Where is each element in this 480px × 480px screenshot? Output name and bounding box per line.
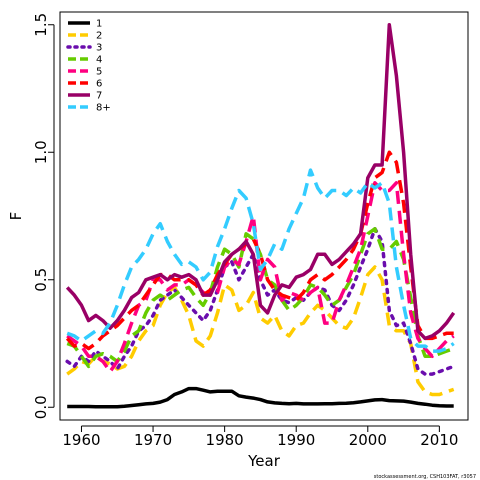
y-axis: 0.0 0.5 1.0 1.5: [32, 13, 55, 419]
y-tick-label: 0.0: [32, 395, 50, 419]
legend-label: 6: [96, 79, 102, 90]
x-tick-label: 1960: [62, 431, 100, 449]
y-tick-label: 0.5: [32, 268, 50, 292]
legend-label: 2: [96, 31, 102, 42]
legend-label: 3: [96, 43, 102, 54]
y-tick-label: 1.0: [32, 140, 50, 164]
y-axis-title: F: [7, 212, 25, 221]
x-axis: 1960 1970 1980 1990 2000 2010: [62, 425, 458, 449]
legend-label: 5: [96, 67, 102, 78]
x-tick-label: 1970: [134, 431, 172, 449]
x-tick-label: 1990: [277, 431, 315, 449]
legend-label: 7: [96, 91, 102, 102]
series-layer: [65, 23, 456, 409]
series-line-1: [67, 386, 454, 409]
series-line-7: [65, 23, 456, 341]
plot-frame: [59, 11, 469, 421]
credit-text: stockassessment.org, CSH103FAT, r3057: [374, 474, 476, 480]
series-line-4: [66, 227, 455, 369]
x-tick-label: 2010: [420, 431, 458, 449]
x-axis-title: Year: [247, 452, 281, 470]
series-line-8plus: [66, 168, 455, 353]
series-line-5: [66, 181, 455, 374]
series-line-2: [66, 265, 455, 397]
x-tick-label: 2000: [349, 431, 387, 449]
series-line-6: [65, 150, 454, 351]
legend-label: 4: [96, 55, 102, 66]
legend-label: 8+: [96, 103, 111, 114]
x-tick-label: 1980: [206, 431, 244, 449]
legend-label: 1: [96, 19, 102, 30]
y-tick-label: 1.5: [32, 13, 50, 37]
